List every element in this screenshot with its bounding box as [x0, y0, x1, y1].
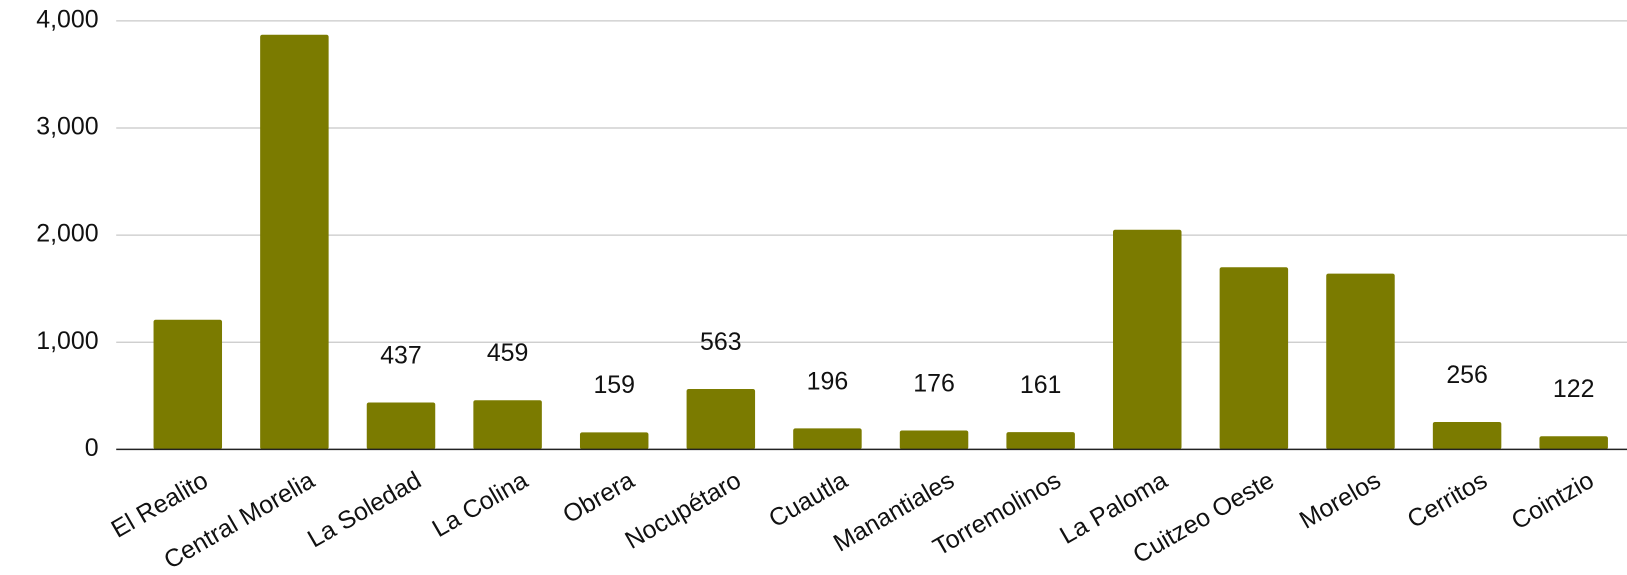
bar: [1539, 436, 1608, 450]
bar: [153, 319, 223, 450]
bar: [1326, 273, 1395, 450]
x-tick-label: Obrera: [558, 466, 639, 529]
data-label: 161: [1020, 371, 1062, 399]
x-tick-label: Cuautla: [764, 466, 852, 533]
x-tick-label: Nocupétaro: [620, 466, 745, 555]
x-tick-label: La Colina: [427, 466, 532, 543]
data-label: 459: [487, 339, 529, 367]
data-label: 176: [913, 369, 955, 397]
bar: [793, 428, 862, 450]
data-label: 159: [593, 371, 635, 399]
data-label: 563: [700, 328, 742, 356]
bar: [1219, 267, 1289, 450]
data-label: 256: [1446, 361, 1488, 389]
data-label: 437: [380, 341, 422, 369]
data-label: 122: [1553, 375, 1595, 403]
x-tick-label: Cerritos: [1403, 466, 1492, 534]
y-tick-label: 0: [85, 434, 99, 462]
data-label: 196: [807, 367, 849, 395]
bar: [260, 34, 329, 450]
x-tick-label: Cointzio: [1507, 466, 1599, 535]
bar: [1432, 421, 1502, 450]
bar: [579, 432, 649, 450]
bar: [473, 400, 542, 450]
y-tick-label: 3,000: [36, 113, 98, 141]
x-tick-label: Morelos: [1295, 466, 1386, 535]
y-tick-label: 4,000: [36, 5, 98, 33]
y-tick-label: 2,000: [36, 220, 98, 248]
y-tick-label: 1,000: [36, 327, 98, 355]
bar: [899, 430, 969, 450]
bar: [686, 389, 756, 450]
bar: [1006, 432, 1075, 450]
bar: [1113, 229, 1182, 450]
bar: [366, 402, 436, 450]
x-tick-label: La Soledad: [303, 466, 426, 553]
